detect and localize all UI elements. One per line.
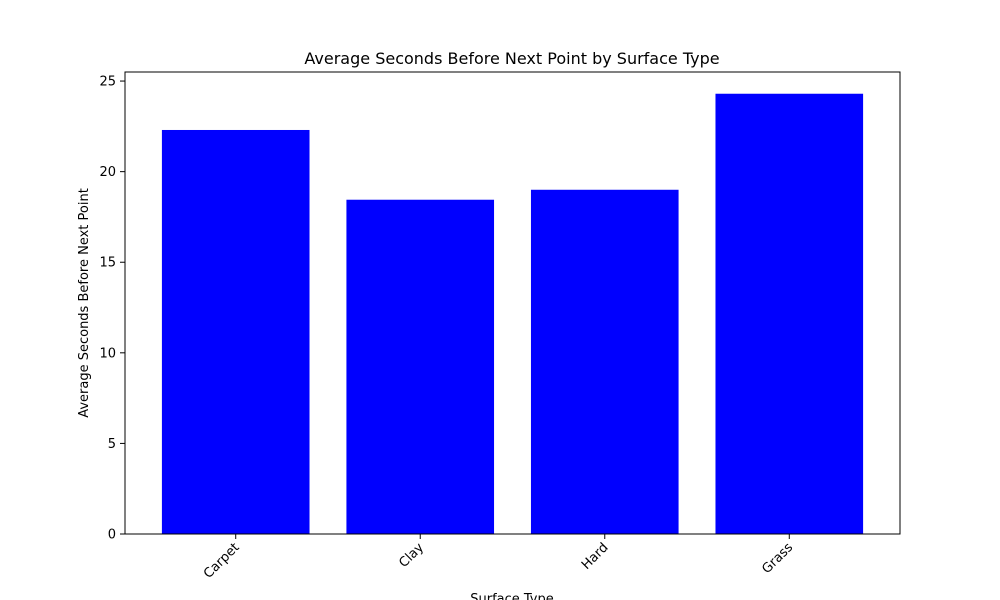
x-tick-label-grass: Grass — [759, 540, 796, 577]
plot-frame — [124, 71, 901, 535]
y-tick-label: 15 — [99, 256, 116, 271]
bar-hard — [530, 189, 679, 534]
x-tick-label-hard: Hard — [579, 540, 612, 573]
bar-clay — [346, 199, 495, 534]
y-tick-label: 25 — [99, 75, 116, 90]
bars-group — [161, 93, 864, 534]
x-axis: Carpet Clay Hard Grass — [201, 534, 796, 582]
bar-grass — [715, 93, 864, 534]
y-tick-label: 10 — [99, 346, 116, 361]
y-tick-label: 5 — [108, 437, 116, 452]
x-axis-label: Surface Type — [470, 592, 554, 600]
y-tick-label: 0 — [108, 528, 116, 543]
y-axis-label: Average Seconds Before Next Point — [77, 188, 92, 418]
x-tick-label-carpet: Carpet — [201, 540, 243, 582]
y-axis: 0 5 10 15 20 25 — [99, 75, 125, 543]
y-tick-label: 20 — [99, 165, 116, 180]
x-tick-label-clay: Clay — [396, 540, 427, 571]
bar-carpet — [161, 129, 310, 534]
chart-title: Average Seconds Before Next Point by Sur… — [304, 49, 719, 68]
